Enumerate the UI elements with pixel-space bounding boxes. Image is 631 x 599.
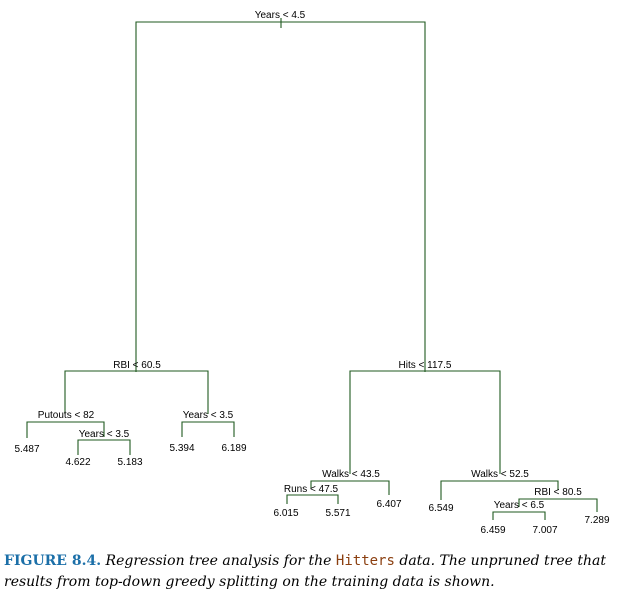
- leaf-value: 6.459: [480, 525, 505, 536]
- leaf-labels: 5.487 4.622 5.183 5.394 6.189 6.015 5.57…: [14, 443, 609, 536]
- edge-putouts: [26, 421, 105, 438]
- figure-label: FIGURE 8.4.: [4, 553, 102, 569]
- leaf-value: 6.189: [221, 443, 246, 454]
- edge-years-35-a: [77, 439, 131, 455]
- split-runs-47-5: Runs < 47.5: [284, 484, 339, 495]
- split-years-6-5: Years < 6.5: [494, 500, 545, 511]
- leaf-value: 5.571: [325, 508, 350, 519]
- split-putouts-82: Putouts < 82: [38, 410, 95, 421]
- edge-rbi-60: [64, 370, 209, 414]
- leaf-value: 4.622: [65, 457, 90, 468]
- split-walks-52-5: Walks < 52.5: [471, 469, 529, 480]
- edge-rbi-805: [518, 498, 598, 512]
- edge-runs: [286, 494, 339, 504]
- edge-hits: [349, 370, 501, 474]
- caption-text-before: Regression tree analysis for the: [101, 553, 336, 569]
- figure-caption: FIGURE 8.4. Regression tree analysis for…: [4, 551, 628, 593]
- edge-years-35-b: [181, 421, 235, 437]
- leaf-value: 5.394: [169, 443, 194, 454]
- split-years-3-5-left: Years < 3.5: [79, 429, 130, 440]
- leaf-value: 5.487: [14, 444, 39, 455]
- leaf-value: 6.015: [273, 508, 298, 519]
- split-years-4-5: Years < 4.5: [255, 10, 306, 21]
- leaf-value: 6.549: [428, 503, 453, 514]
- regression-tree-diagram: Years < 4.5 RBI < 60.5 Hits < 117.5 Puto…: [14, 10, 609, 536]
- leaf-value: 7.007: [532, 525, 557, 536]
- split-years-3-5-mid: Years < 3.5: [183, 410, 234, 421]
- dataset-name: Hitters: [335, 553, 395, 569]
- tree-edges: [26, 18, 598, 520]
- edge-root: [135, 21, 426, 372]
- leaf-value: 6.407: [376, 499, 401, 510]
- split-rbi-60-5: RBI < 60.5: [113, 360, 161, 371]
- edge-walks-435: [310, 480, 390, 495]
- leaf-value: 5.183: [117, 457, 142, 468]
- split-labels: Years < 4.5 RBI < 60.5 Hits < 117.5 Puto…: [38, 10, 582, 511]
- split-hits-117-5: Hits < 117.5: [399, 360, 452, 371]
- leaf-value: 7.289: [584, 515, 609, 526]
- split-walks-43-5: Walks < 43.5: [322, 469, 380, 480]
- edge-walks-525: [440, 480, 559, 500]
- caption-text-after: data. The unpruned tree that results fro…: [4, 553, 607, 590]
- split-rbi-80-5: RBI < 80.5: [534, 487, 582, 498]
- edge-years-65: [492, 511, 546, 520]
